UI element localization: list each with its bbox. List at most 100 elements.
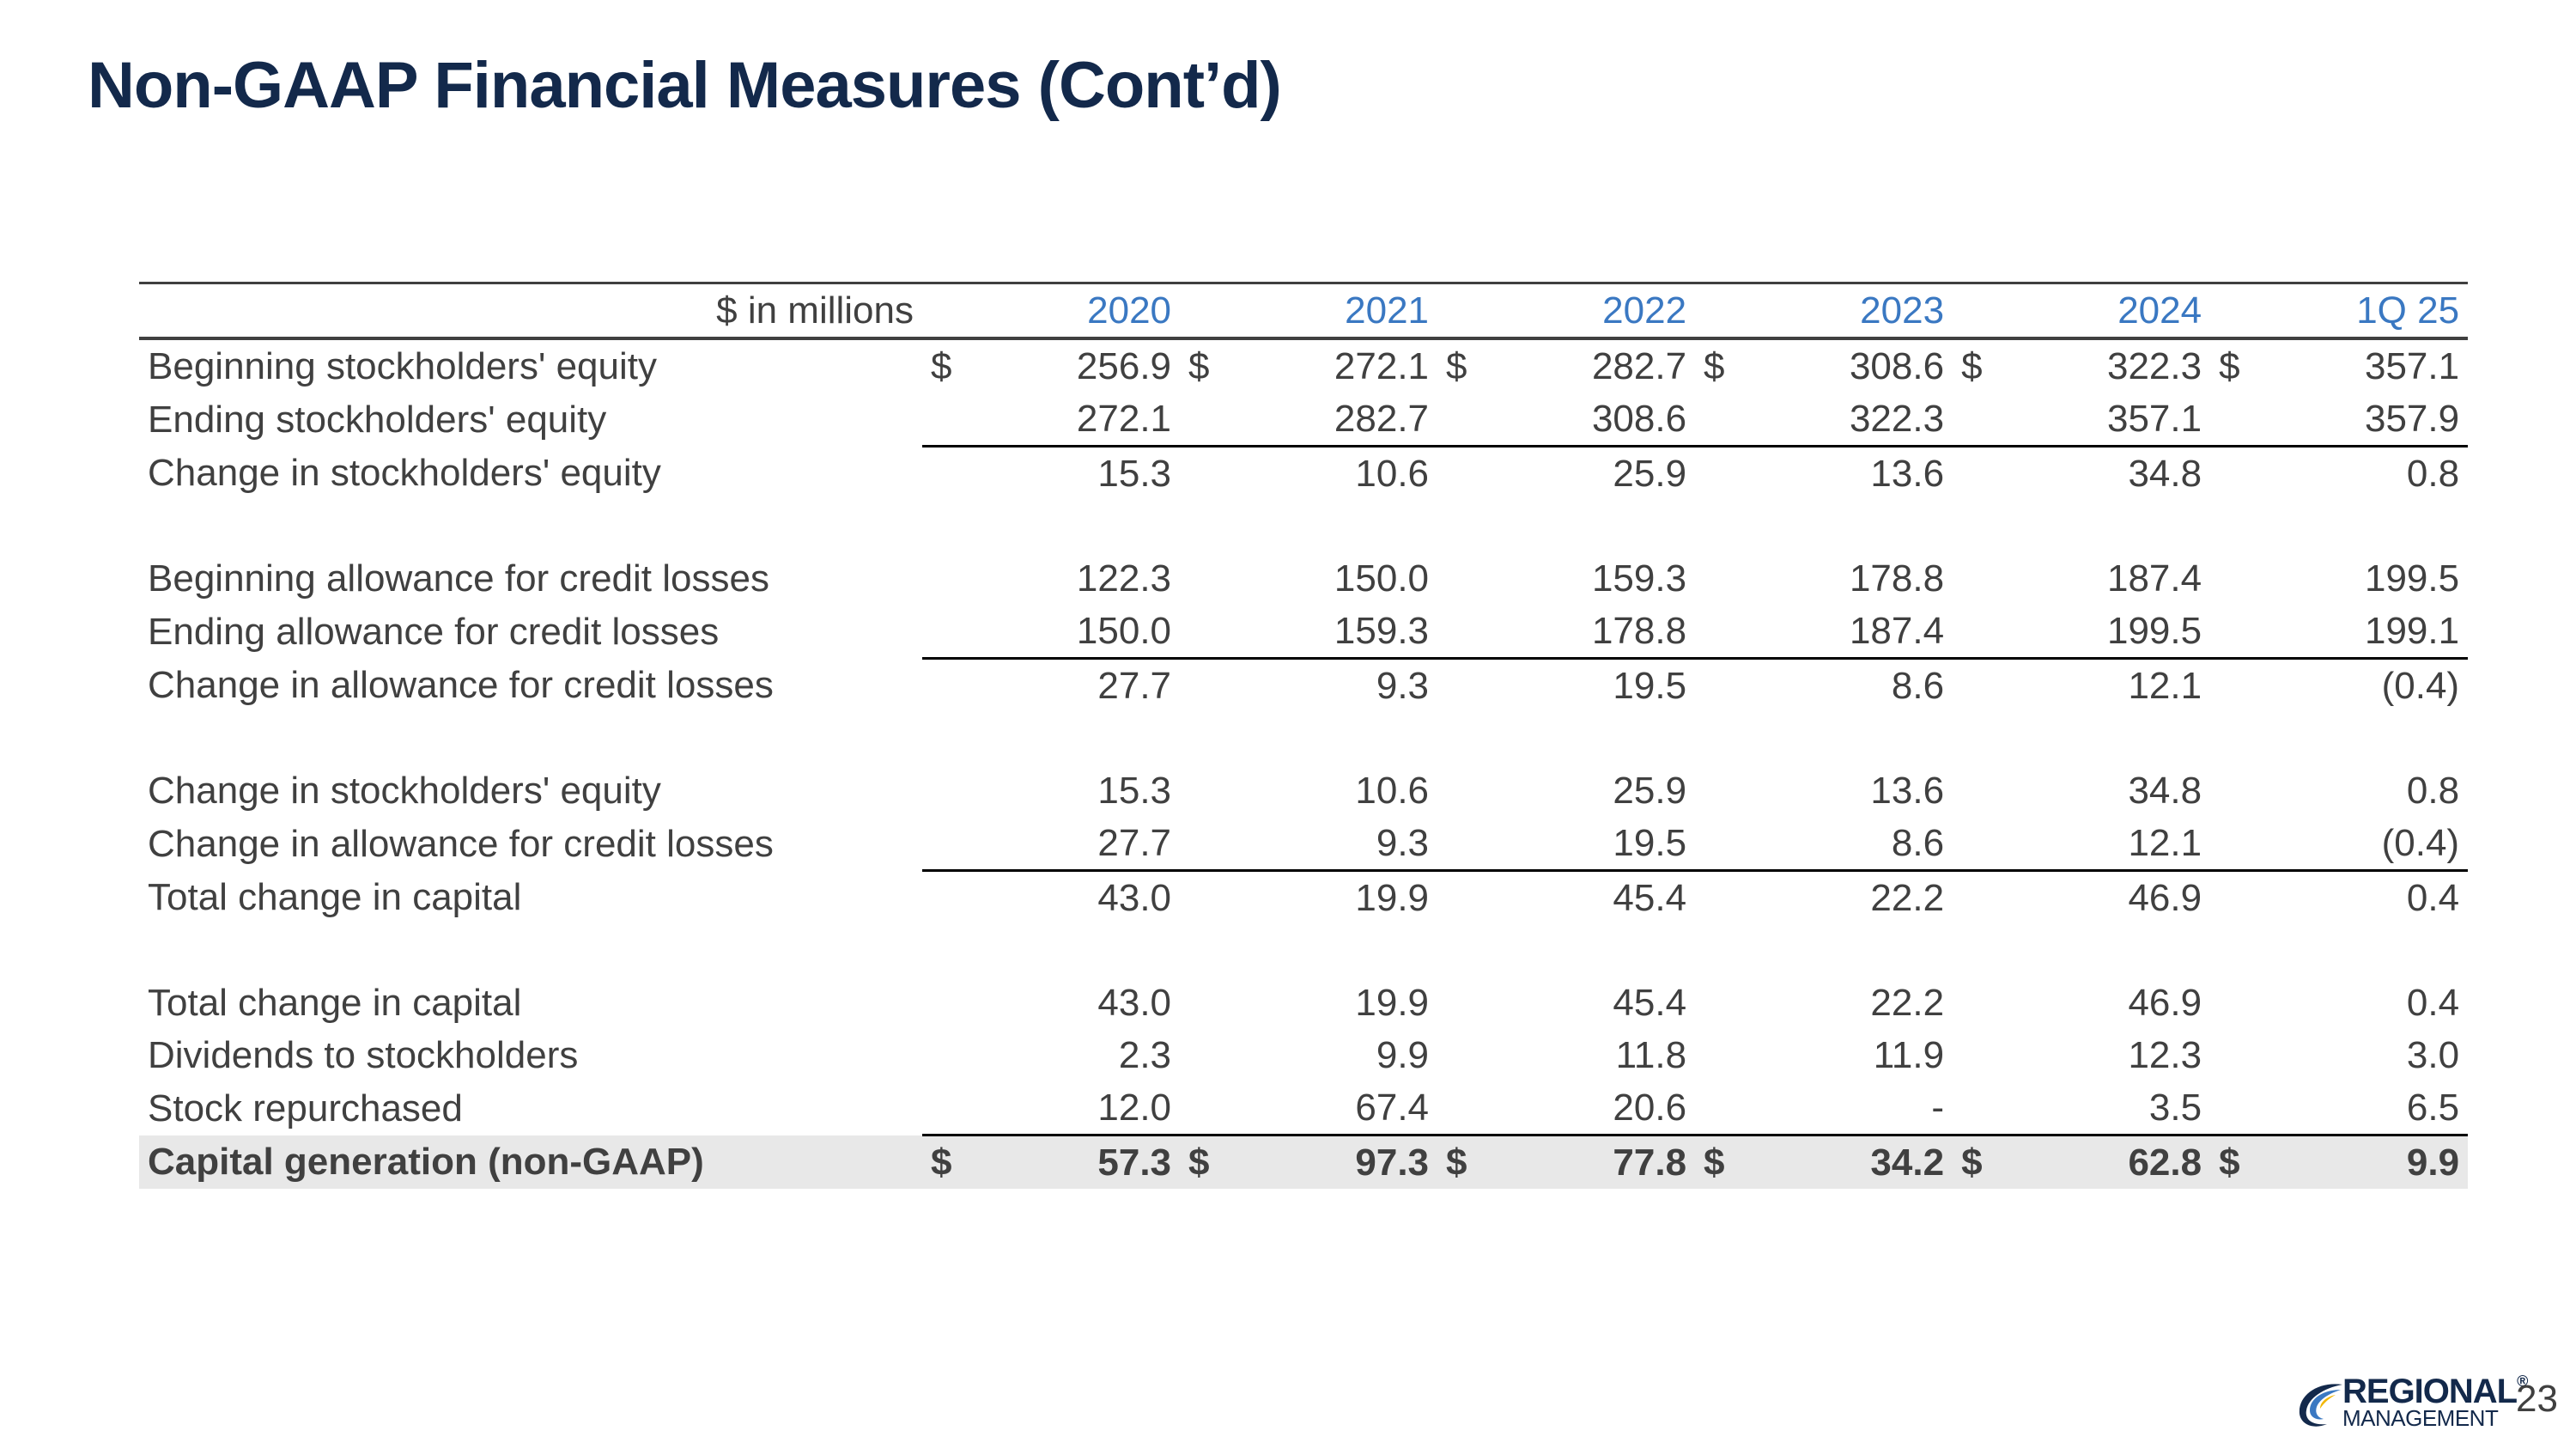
cell-value: 0.8 (2406, 770, 2460, 812)
currency-symbol: $ (2219, 345, 2240, 387)
currency-symbol (2210, 605, 2277, 659)
currency-symbol (1437, 1029, 1504, 1081)
cell-value: 46.9 (2020, 869, 2211, 924)
cell-value: 150.0 (1334, 557, 1430, 600)
table-row: Change in stockholders' equity 15.3 10.6 25… (139, 445, 2469, 500)
cell-value: 12.3 (2128, 1034, 2202, 1076)
currency-symbol (1437, 1081, 1504, 1135)
cell-value: 272.1 (1076, 398, 1172, 440)
currency-symbol (1437, 657, 1505, 712)
cell-value: 322.3 (1849, 398, 1945, 440)
cell-value: 9.3 (1376, 822, 1430, 864)
cell-value: 199.1 (2364, 610, 2460, 652)
company-logo: REGIONAL® MANAGEMENT (2293, 1373, 2528, 1433)
currency-symbol (1953, 445, 2020, 500)
cell-value: 6.5 (2406, 1087, 2460, 1129)
currency-symbol (1953, 605, 2020, 659)
currency-symbol: $ (1446, 345, 1467, 387)
currency-symbol (922, 657, 989, 712)
cell-value: 67.4 (1355, 1087, 1430, 1129)
table-header-row: $ in millions 2020 2021 2022 2023 2024 1… (139, 282, 2469, 340)
year-header-1q25: 1Q 25 (2210, 282, 2469, 340)
currency-symbol (1695, 552, 1762, 605)
cell-value: 3.5 (2148, 1087, 2202, 1129)
currency-symbol: $ (1437, 1134, 1505, 1189)
currency-symbol (1180, 552, 1247, 605)
cell-value: 34.8 (2020, 445, 2211, 500)
cell-value: 322.3 (2106, 345, 2202, 387)
currency-symbol (922, 605, 989, 659)
cell-value: 357.9 (2364, 398, 2460, 440)
cell-value: 0.8 (2277, 445, 2469, 500)
currency-symbol (1437, 977, 1504, 1029)
table-row: Total change in capital 43.0 19.9 45.4 22.2 4… (139, 977, 2468, 1029)
currency-symbol (1695, 605, 1762, 659)
cell-value: 45.4 (1504, 869, 1696, 924)
spacer-row (139, 924, 2468, 977)
cell-value: 27.7 (989, 657, 1181, 712)
row-label: Beginning stockholders' equity (148, 345, 657, 387)
cell-value: 2.3 (1118, 1034, 1172, 1076)
cell-value: 9.3 (1247, 657, 1438, 712)
currency-symbol (1695, 1081, 1762, 1135)
row-label: Change in allowance for credit losses (148, 664, 774, 707)
currency-symbol (2210, 552, 2277, 605)
cell-value: 22.2 (1762, 869, 1953, 924)
currency-symbol (922, 1029, 989, 1081)
cell-value: 11.9 (1873, 1034, 1945, 1076)
cell-value: 357.1 (2364, 345, 2460, 387)
cell-value: 9.9 (1376, 1034, 1430, 1076)
cell-value: 12.1 (2020, 657, 2211, 712)
row-label: Change in stockholders' equity (148, 452, 661, 495)
currency-symbol (1953, 817, 2020, 871)
currency-symbol (1953, 977, 2020, 1029)
currency-symbol: $ (1695, 1134, 1763, 1189)
cell-value: 25.9 (1613, 770, 1687, 812)
row-label: Change in stockholders' equity (148, 770, 661, 812)
year-header-2023: 2023 (1695, 282, 1953, 340)
currency-symbol (2210, 445, 2278, 500)
table-row: Dividends to stockholders 2.3 9.9 11.8 11.9 1… (139, 1029, 2468, 1081)
cell-value: 308.6 (1849, 345, 1945, 387)
cell-value: (0.4) (2277, 657, 2469, 712)
row-label: Dividends to stockholders (148, 1034, 579, 1076)
cell-value: 187.4 (2106, 557, 2202, 600)
row-label: Total change in capital (148, 982, 522, 1024)
currency-symbol (1437, 764, 1504, 817)
cell-value: 57.3 (989, 1134, 1181, 1189)
cell-value: 12.0 (1097, 1087, 1172, 1129)
cell-value: 282.7 (1591, 345, 1687, 387)
spacer-row (139, 712, 2468, 764)
cell-value: 19.5 (1504, 657, 1696, 712)
table-row: Beginning allowance for credit losses 122… (139, 552, 2468, 605)
currency-symbol (922, 552, 989, 605)
currency-symbol: $ (1953, 1134, 2020, 1189)
cell-value: 10.6 (1355, 770, 1430, 812)
cell-value: 0.4 (2406, 982, 2460, 1024)
cell-value: 62.8 (2020, 1134, 2211, 1189)
currency-symbol (1953, 764, 2020, 817)
cell-value: 27.7 (1097, 822, 1172, 864)
cell-value: 13.6 (1762, 445, 1953, 500)
cell-value: 272.1 (1334, 345, 1430, 387)
currency-symbol (2210, 764, 2277, 817)
currency-symbol (1695, 657, 1763, 712)
cell-value: 8.6 (1891, 822, 1945, 864)
cell-value: 9.9 (2277, 1134, 2469, 1189)
slide-title: Non-GAAP Financial Measures (Cont’d) (88, 49, 1282, 122)
cell-value: 34.8 (2128, 770, 2202, 812)
currency-symbol: $ (1188, 345, 1210, 387)
cell-value: 22.2 (1870, 982, 1945, 1024)
currency-symbol (1437, 552, 1504, 605)
currency-symbol (1953, 1029, 2020, 1081)
cell-value: 46.9 (2128, 982, 2202, 1024)
currency-symbol (1953, 869, 2020, 924)
currency-symbol (2210, 1029, 2277, 1081)
currency-symbol (1180, 1029, 1247, 1081)
currency-symbol (1953, 393, 2020, 447)
currency-symbol (1695, 764, 1762, 817)
cell-value: 43.0 (989, 869, 1181, 924)
table-row: Capital generation (non-GAAP) $57.3 $97.3 $… (139, 1134, 2469, 1189)
currency-symbol (1180, 393, 1247, 447)
currency-symbol: $ (1704, 345, 1725, 387)
